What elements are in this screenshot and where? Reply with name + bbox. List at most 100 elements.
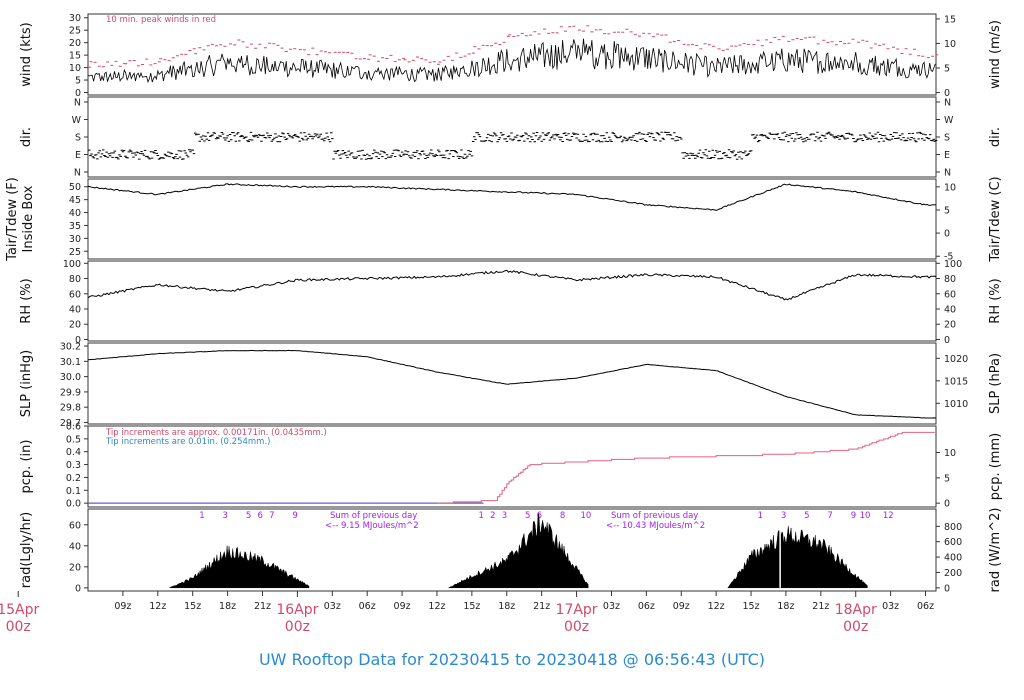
- x-tick-label: 21z: [533, 601, 550, 612]
- y-axis-title-left: SLP (inHg): [19, 350, 34, 418]
- y-axis-title-left: RH (%): [19, 278, 34, 323]
- right-tick-label: E: [944, 150, 950, 161]
- rad-hour-mark: 7: [827, 511, 832, 521]
- x-tick-label: 15z: [184, 601, 201, 612]
- left-tick-label: 0.1: [66, 486, 81, 497]
- left-tick-label: 30: [69, 234, 81, 245]
- y-axis-title-right: dir.: [988, 127, 1003, 147]
- y-axis-title-right: SLP (hPa): [988, 353, 1003, 414]
- left-tick-label: 45: [69, 195, 81, 206]
- date-label-day: 16Apr: [276, 602, 318, 618]
- right-tick-label: 10: [944, 182, 956, 193]
- panel-frame-rh: [87, 260, 937, 342]
- left-tick-label: 30.0: [60, 372, 81, 383]
- radiation-area-day1: [169, 545, 310, 589]
- left-tick-label: 15: [69, 51, 81, 62]
- right-tick-label: 60: [944, 289, 956, 300]
- x-axis: 09z 12z 15z 18z 21z 03z 06z 09z 12z 15z 18z 21z 03z 0…: [0, 591, 934, 635]
- right-tick-label: S: [944, 133, 950, 144]
- right-tick-label: N: [944, 168, 951, 179]
- panel-frame-rad: [87, 508, 937, 592]
- right-tick-label: 0: [944, 499, 950, 510]
- left-tick-label: 60: [69, 520, 81, 531]
- y-axis-title-left: rad(Lgly/hr): [19, 512, 34, 588]
- rad-hour-mark: 12: [883, 511, 894, 521]
- rad-hour-mark: 10: [580, 511, 591, 521]
- x-tick-label: 12z: [149, 601, 166, 612]
- direction-series: [88, 131, 938, 160]
- x-tick-label: 21z: [812, 601, 829, 612]
- left-tick-label: 40: [69, 208, 81, 219]
- right-tick-label: 0: [944, 335, 950, 346]
- date-label-hour: 00z: [843, 619, 868, 635]
- x-tick-label: 15z: [743, 601, 760, 612]
- left-tick-label: 20: [69, 320, 81, 331]
- right-tick-label: 80: [944, 274, 956, 285]
- left-tick-label: 0.6: [66, 422, 81, 433]
- x-tick-label: 12z: [428, 601, 445, 612]
- y-axis-title-left: Tair/Tdew (F): [5, 177, 20, 262]
- left-tick-label: 0.2: [66, 473, 81, 484]
- rad-hour-mark: 8: [560, 511, 565, 521]
- y-axis-title-right: pcp. (mm): [988, 433, 1003, 500]
- left-tick-label: 0: [75, 335, 81, 346]
- peak-wind-series: [88, 25, 939, 68]
- right-tick-label: 0: [944, 88, 950, 99]
- sum-note-2b: <-- 10.43 MJoules/m^2: [606, 521, 705, 531]
- right-tick-label: 40: [944, 305, 956, 316]
- rad-hour-mark: 5: [246, 511, 251, 521]
- left-tick-label: E: [75, 150, 81, 161]
- left-tick-label: W: [72, 115, 82, 126]
- series-layer: [87, 25, 939, 589]
- left-tick-label: 30.1: [60, 357, 81, 368]
- x-tick-label: 21z: [254, 601, 271, 612]
- y-axis-title-right: Tair/Tdew (C): [988, 176, 1003, 262]
- right-tick-label: 1010: [944, 399, 968, 410]
- left-tick-label: 20: [69, 562, 81, 573]
- right-tick-label: 5: [944, 473, 950, 484]
- peak-wind-note: 10 min. peak winds in red: [106, 15, 216, 25]
- left-tick-label: 20: [69, 38, 81, 49]
- x-tick-label: 03z: [324, 601, 341, 612]
- right-tick-label: 800: [944, 522, 962, 533]
- y-axis-title-left: dir.: [19, 127, 34, 147]
- sum-note-1a: Sum of previous day: [330, 511, 417, 521]
- x-tick-label: 18z: [498, 601, 515, 612]
- rad-hour-mark: 6: [537, 511, 542, 521]
- right-tick-label: 5: [944, 64, 950, 75]
- left-tick-label: 60: [69, 289, 81, 300]
- date-label-day: 18Apr: [835, 602, 877, 618]
- x-tick-label: 03z: [603, 601, 620, 612]
- rad-hour-mark: 7: [269, 511, 274, 521]
- y-axis-title-left-2: Inside Box: [21, 185, 36, 252]
- rad-hour-mark: 6: [257, 511, 262, 521]
- panel-frame-wind: [87, 13, 937, 96]
- left-tick-label: N: [74, 168, 81, 179]
- left-tick-label: 29.8: [60, 403, 81, 414]
- x-tick-label: 12z: [708, 601, 725, 612]
- right-tick-label: 20: [944, 320, 956, 331]
- slp-series: [87, 349, 937, 419]
- panel-frame-dir: [87, 96, 937, 178]
- rad-hour-mark: 5: [804, 511, 809, 521]
- rad-hour-mark: 5: [525, 511, 530, 521]
- rad-hour-mark: 1: [758, 511, 763, 521]
- left-tick-label: 50: [69, 182, 81, 193]
- left-tick-label: 10: [69, 63, 81, 74]
- right-tick-label: 0: [944, 583, 950, 594]
- date-label-hour: 00z: [285, 619, 310, 635]
- left-tick-label: 29.9: [60, 387, 81, 398]
- x-tick-label: 03z: [882, 601, 899, 612]
- panel-frame-temp: [87, 178, 937, 260]
- left-tick-label: 0: [75, 583, 81, 594]
- left-tick-label: N: [74, 98, 81, 109]
- tip-note-2: Tip increments are 0.01in. (0.254mm.): [105, 437, 270, 447]
- left-tick-label: 35: [69, 221, 81, 232]
- x-tick-label: 06z: [359, 601, 376, 612]
- right-tick-label: 0: [944, 229, 950, 240]
- sum-note-2a: Sum of previous day: [611, 511, 698, 521]
- panel-frame-slp: [87, 342, 937, 425]
- temperature-series: [87, 183, 937, 211]
